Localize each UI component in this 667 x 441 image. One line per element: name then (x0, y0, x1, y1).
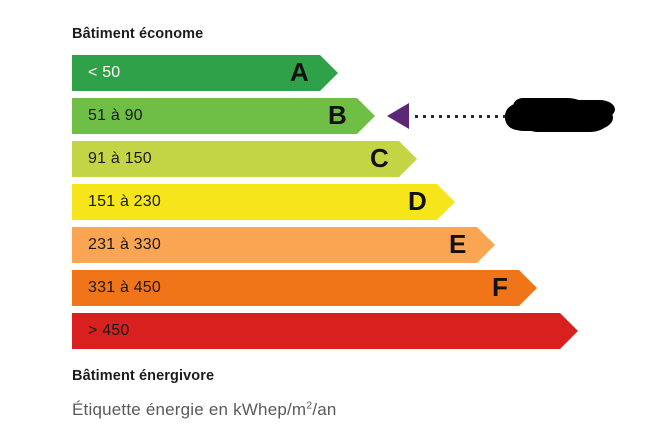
energy-bar-row: > 450 (72, 313, 578, 349)
energy-bar-range-label: 151 à 230 (88, 193, 161, 210)
energy-bar-letter: F (492, 272, 508, 302)
energy-bar-row: 51 à 90 B (72, 98, 375, 134)
energy-bar-shape (72, 141, 417, 177)
unit-note-suffix: /an (312, 400, 337, 419)
energy-bar-shape (72, 270, 537, 306)
energy-bar-range-label: > 450 (88, 322, 130, 339)
energy-bar-range-label: < 50 (88, 64, 121, 81)
energy-bar-letter: D (408, 186, 427, 216)
energy-bar-shape (72, 184, 455, 220)
energy-bar-range-label: 231 à 330 (88, 236, 161, 253)
energy-bar-letter: E (449, 229, 467, 259)
energy-bar-row: 151 à 230 D (72, 184, 455, 220)
energy-bar-letter: C (370, 143, 389, 173)
unit-note-prefix: Étiquette énergie en kWhep/m (72, 400, 307, 419)
energy-bar-range-label: 51 à 90 (88, 107, 143, 124)
energy-scale: < 50 A 51 à 90 B 91 à 150 C 151 à 230 D 231 à 33… (72, 55, 632, 355)
energy-bar-range-label: 331 à 450 (88, 279, 161, 296)
energy-bar-range-label: 91 à 150 (88, 150, 152, 167)
energy-bar-letter: A (290, 57, 309, 87)
energy-bar-row: < 50 A (72, 55, 338, 91)
energy-bar-shape (72, 55, 338, 91)
energy-bar-letter: B (328, 100, 347, 130)
energy-bar-row: 231 à 330 E (72, 227, 495, 263)
bottom-caption: Bâtiment énergivore (72, 368, 215, 384)
unit-note-superscript: 2 (306, 399, 313, 412)
energy-bar-shape (72, 98, 375, 134)
top-caption: Bâtiment économe (72, 26, 204, 42)
unit-note: Étiquette énergie en kWhep/m2/an (72, 400, 337, 420)
energy-bar-row: 331 à 450 F (72, 270, 537, 306)
energy-bar-shape (72, 313, 578, 349)
energy-bar-row: 91 à 150 C (72, 141, 417, 177)
energy-bar-shape (72, 227, 495, 263)
